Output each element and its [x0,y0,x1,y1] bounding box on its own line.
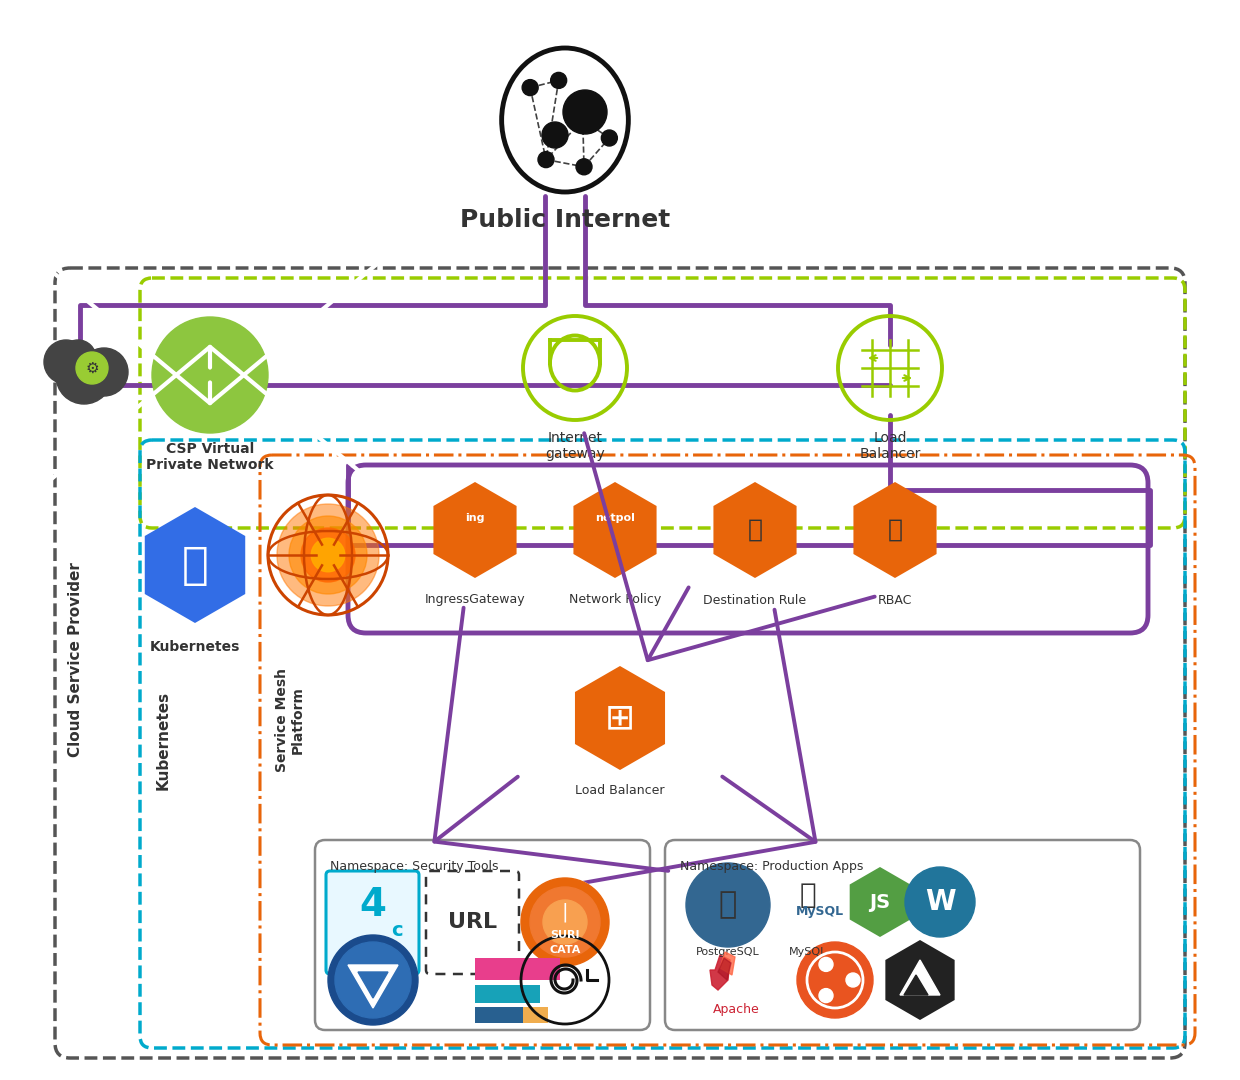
Polygon shape [575,666,665,770]
Circle shape [60,340,95,376]
Circle shape [76,352,108,384]
Text: PostgreSQL: PostgreSQL [696,947,760,957]
Polygon shape [434,482,517,578]
Polygon shape [145,507,246,623]
Text: Load
Balancer: Load Balancer [859,431,920,461]
FancyBboxPatch shape [475,958,560,980]
FancyBboxPatch shape [475,985,539,1003]
Circle shape [818,988,833,1002]
Text: Internet
gateway: Internet gateway [546,431,605,461]
Text: MySQL: MySQL [796,905,844,918]
Polygon shape [904,975,928,995]
Circle shape [573,110,593,130]
Circle shape [807,951,863,1008]
Text: ing: ing [465,513,485,523]
Text: Service Mesh
Platform: Service Mesh Platform [275,669,305,772]
Circle shape [538,151,554,167]
Polygon shape [713,482,796,578]
Polygon shape [718,958,732,980]
Text: 4: 4 [360,886,387,924]
Circle shape [289,516,367,594]
Text: IngressGateway: IngressGateway [424,594,526,607]
FancyBboxPatch shape [523,1007,548,1023]
Text: ⚙: ⚙ [86,361,99,376]
Circle shape [335,942,410,1018]
Circle shape [153,318,268,433]
Text: Destination Rule: Destination Rule [703,594,806,607]
Text: Namespace: Production Apps: Namespace: Production Apps [680,860,863,873]
Circle shape [905,867,975,937]
Polygon shape [573,482,656,578]
Text: SURI: SURI [551,930,580,940]
Circle shape [529,887,600,957]
Text: Kubernetes: Kubernetes [150,640,241,654]
FancyBboxPatch shape [475,1007,523,1023]
Text: ⊞: ⊞ [605,701,635,735]
FancyBboxPatch shape [315,840,650,1030]
Polygon shape [849,867,910,937]
Text: W: W [925,888,955,916]
Circle shape [43,340,88,384]
Polygon shape [720,951,735,975]
Text: 🐬: 🐬 [800,881,816,909]
Text: |: | [562,902,568,921]
Circle shape [577,159,591,175]
Circle shape [543,900,587,944]
Text: Network Policy: Network Policy [569,594,661,607]
Circle shape [551,72,567,89]
Polygon shape [885,940,955,1020]
Polygon shape [358,972,388,998]
Circle shape [563,90,608,134]
Text: ⎈: ⎈ [181,543,208,586]
Text: Cloud Service Provider: Cloud Service Provider [67,563,83,757]
Circle shape [301,528,355,582]
Circle shape [311,538,345,571]
Text: MySQL: MySQL [789,947,827,957]
FancyBboxPatch shape [665,840,1140,1030]
Text: c: c [391,920,403,940]
FancyBboxPatch shape [326,870,419,974]
Text: URL: URL [449,912,497,932]
Circle shape [81,348,128,396]
Polygon shape [348,966,398,1008]
Circle shape [542,122,568,148]
Text: Public Internet: Public Internet [460,208,670,232]
Text: Kubernetes: Kubernetes [155,690,171,789]
Text: 🐘: 🐘 [719,891,737,919]
Circle shape [686,863,770,947]
Circle shape [846,973,861,987]
Text: JS: JS [869,892,890,912]
Circle shape [797,942,873,1018]
Polygon shape [853,482,936,578]
Text: CSP Virtual
Private Network: CSP Virtual Private Network [146,442,274,472]
Circle shape [601,130,618,146]
Circle shape [522,80,538,96]
Circle shape [277,504,379,606]
Text: netpol: netpol [595,513,635,523]
Circle shape [818,957,833,971]
Text: Namespace: Security Tools: Namespace: Security Tools [330,860,498,873]
Circle shape [521,878,609,966]
Text: Load Balancer: Load Balancer [575,783,665,797]
Text: RBAC: RBAC [878,594,913,607]
Circle shape [521,878,609,966]
FancyBboxPatch shape [427,870,520,974]
Polygon shape [900,960,940,995]
Circle shape [329,935,418,1025]
Polygon shape [711,955,730,990]
Circle shape [56,348,112,404]
Text: 👤: 👤 [888,518,903,542]
Text: 🔒: 🔒 [748,518,763,542]
Text: Apache: Apache [713,1003,759,1016]
Text: CATA: CATA [549,945,580,955]
